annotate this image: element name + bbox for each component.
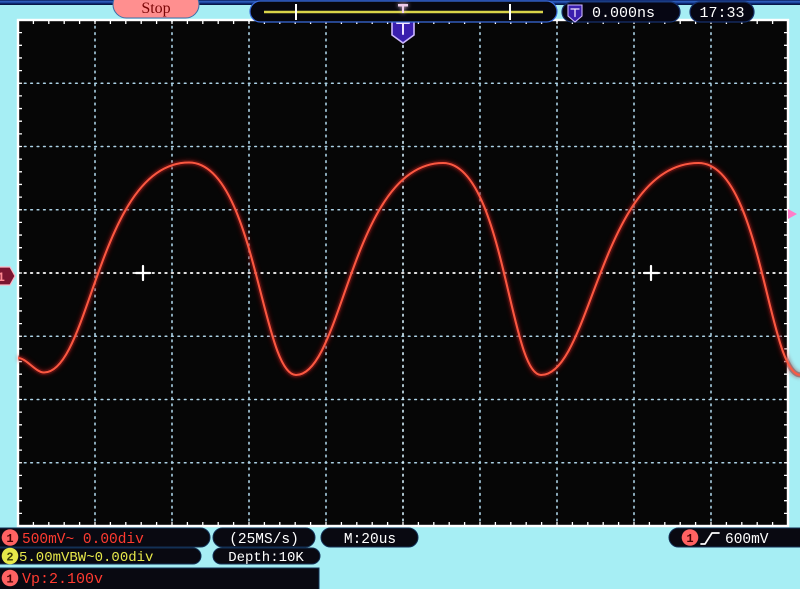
svg-text:1: 1 — [0, 270, 5, 285]
svg-text:1: 1 — [6, 573, 13, 587]
svg-text:0.000ns: 0.000ns — [592, 5, 655, 22]
svg-text:Stop: Stop — [141, 0, 170, 17]
svg-text:2: 2 — [6, 551, 13, 565]
svg-text:Vp:2.100v: Vp:2.100v — [22, 571, 103, 588]
svg-text:600mV: 600mV — [725, 532, 769, 548]
svg-text:1: 1 — [686, 532, 693, 546]
svg-text:(25MS/s): (25MS/s) — [229, 532, 299, 548]
svg-text:5.00mVBW~0.00div: 5.00mVBW~0.00div — [19, 550, 153, 566]
svg-text:M:20us: M:20us — [344, 532, 396, 548]
svg-text:1: 1 — [6, 532, 13, 546]
svg-text:17:33: 17:33 — [699, 5, 744, 22]
svg-text:500mV~ 0.00div: 500mV~ 0.00div — [22, 532, 144, 548]
svg-text:Depth:10K: Depth:10K — [228, 550, 304, 566]
